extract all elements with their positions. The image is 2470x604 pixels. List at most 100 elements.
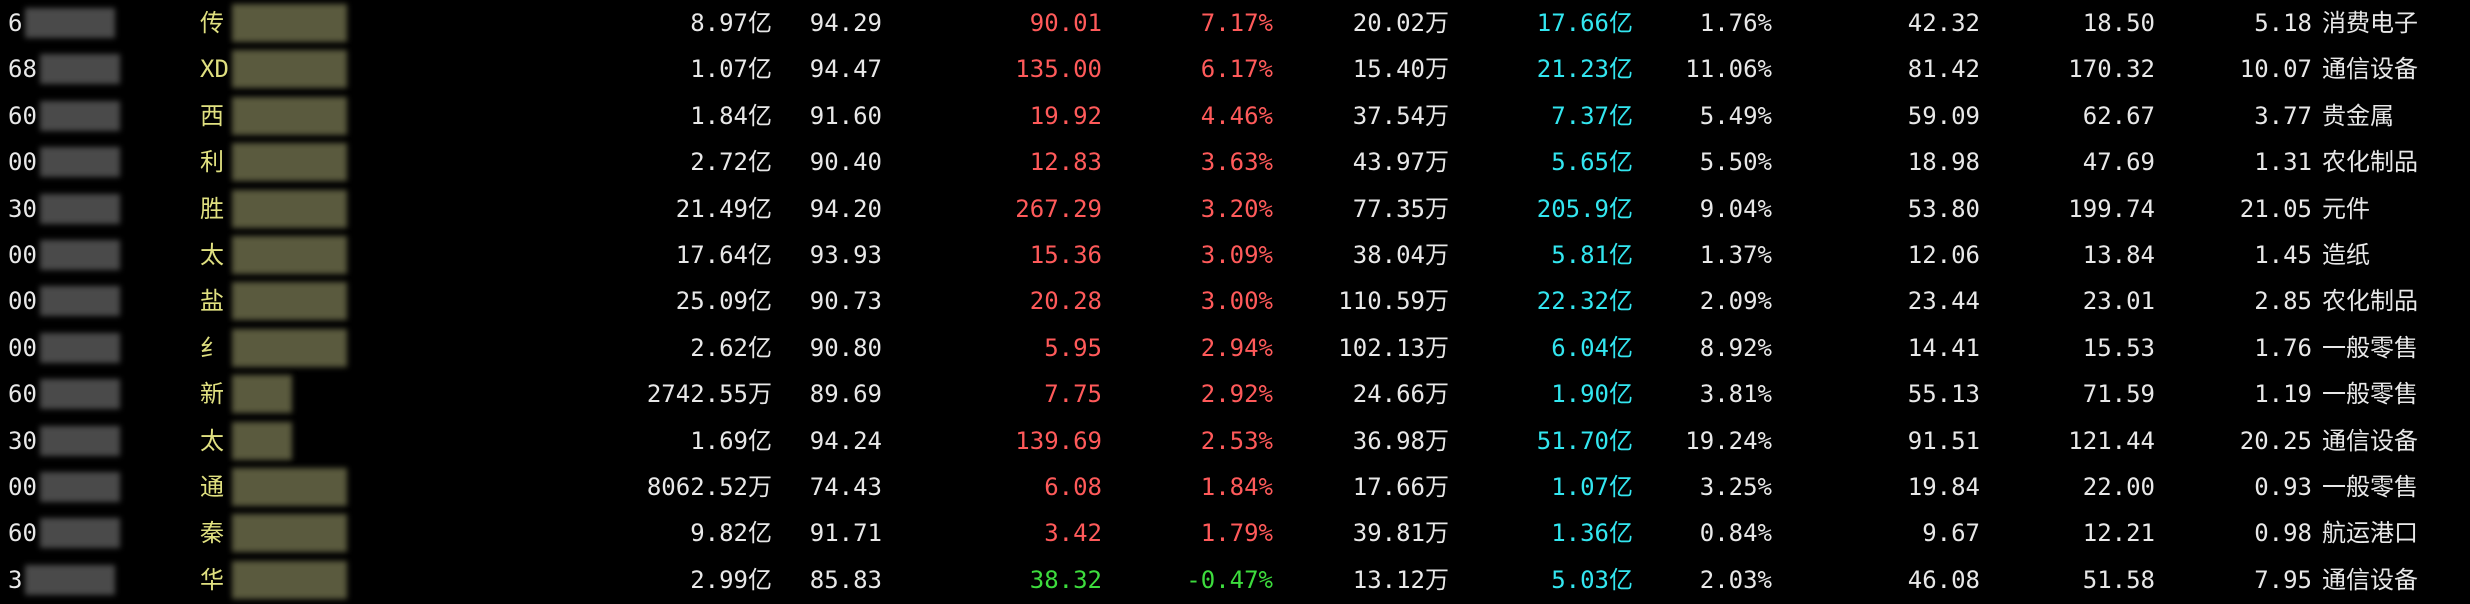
cell: 2.99亿 [690, 565, 772, 594]
cell: 20.25 [2239, 426, 2312, 455]
cell: 21.05 [2239, 194, 2312, 223]
cell: 7.17% [1200, 9, 1273, 37]
cell: 3 [8, 565, 23, 594]
cell: 19.84 [1907, 473, 1980, 501]
cell: 5.81亿 [1551, 241, 1633, 269]
code-mask [40, 240, 120, 270]
cell: 2.09% [1699, 287, 1772, 316]
cell: 1.07亿 [690, 55, 772, 84]
cell: 43.97万 [1352, 148, 1449, 177]
cell: 7.75 [1044, 380, 1102, 409]
cell: 19.92 [1029, 101, 1102, 130]
cell: 0.98 [2254, 519, 2312, 548]
cell: 6.04亿 [1551, 333, 1633, 362]
code-mask [40, 286, 120, 317]
name-mask [232, 236, 347, 274]
cell: -0.47% [1186, 565, 1273, 594]
cell: 利 [200, 148, 224, 177]
cell: 8062.52万 [646, 473, 772, 501]
cell: 23.01 [2082, 287, 2155, 316]
name-mask [232, 50, 347, 89]
cell: 新 [200, 380, 224, 409]
cell: 1.19 [2254, 380, 2312, 409]
cell: 盐 [200, 287, 224, 316]
cell: 2.62亿 [690, 333, 772, 362]
cell: 2.03% [1699, 565, 1772, 594]
cell: 22.00 [2082, 473, 2155, 501]
cell: 1.79% [1200, 519, 1273, 548]
cell: 1.31 [2254, 148, 2312, 177]
code-mask [40, 379, 120, 410]
cell: 造纸 [2322, 241, 2370, 269]
cell: 5.49% [1699, 101, 1772, 130]
cell: 94.47 [809, 55, 882, 84]
cell: 42.32 [1907, 9, 1980, 37]
cell: 元件 [2322, 194, 2370, 223]
cell: 传 [200, 9, 224, 37]
cell: 30 [8, 426, 37, 455]
cell: 通信设备 [2322, 426, 2418, 455]
cell: 1.69亿 [690, 426, 772, 455]
cell: 62.67 [2082, 101, 2155, 130]
cell: 25.09亿 [675, 287, 772, 316]
cell: 19.24% [1685, 426, 1772, 455]
cell: 3.09% [1200, 241, 1273, 269]
cell: 航运港口 [2322, 519, 2418, 548]
cell: 9.67 [1922, 519, 1980, 548]
name-mask [232, 189, 347, 228]
code-mask [40, 100, 120, 131]
cell: 11.06% [1685, 55, 1772, 84]
cell: 3.25% [1699, 473, 1772, 501]
cell: 36.98万 [1352, 426, 1449, 455]
code-mask [40, 425, 120, 456]
name-mask [232, 560, 347, 599]
code-mask [40, 518, 120, 549]
cell: 3.20% [1200, 194, 1273, 223]
cell: 太 [200, 241, 224, 269]
cell: 15.40万 [1352, 55, 1449, 84]
cell: 267.29 [1015, 194, 1102, 223]
cell: 5.18 [2254, 9, 2312, 37]
cell: 17.66亿 [1536, 9, 1633, 37]
cell: 38.32 [1029, 565, 1102, 594]
cell: 通信设备 [2322, 55, 2418, 84]
cell: 秦 [200, 519, 224, 548]
cell: 39.81万 [1352, 519, 1449, 548]
cell: 2742.55万 [646, 380, 772, 409]
cell: 5.95 [1044, 333, 1102, 362]
cell: 1.84% [1200, 473, 1273, 501]
cell: 59.09 [1907, 101, 1980, 130]
cell: 94.24 [809, 426, 882, 455]
cell: 6.08 [1044, 473, 1102, 501]
cell: 17.64亿 [675, 241, 772, 269]
cell: 13.84 [2082, 241, 2155, 269]
cell: 1.90亿 [1551, 380, 1633, 409]
cell: 205.9亿 [1536, 194, 1633, 223]
cell: 22.32亿 [1536, 287, 1633, 316]
cell: 53.80 [1907, 194, 1980, 223]
cell: 13.12万 [1352, 565, 1449, 594]
cell: 3.81% [1699, 380, 1772, 409]
cell: 93.93 [809, 241, 882, 269]
cell: 太 [200, 426, 224, 455]
name-mask [232, 96, 347, 135]
cell: 3.42 [1044, 519, 1102, 548]
cell: 15.36 [1029, 241, 1102, 269]
cell: 15.53 [2082, 333, 2155, 362]
cell: 6 [8, 9, 23, 37]
cell: 4.46% [1200, 101, 1273, 130]
cell: 91.60 [809, 101, 882, 130]
cell: 139.69 [1015, 426, 1102, 455]
cell: 农化制品 [2322, 287, 2418, 316]
cell: 121.44 [2068, 426, 2155, 455]
cell: 2.72亿 [690, 148, 772, 177]
code-mask [40, 193, 120, 224]
cell: 通 [200, 473, 224, 501]
cell: 81.42 [1907, 55, 1980, 84]
cell: 0.84% [1699, 519, 1772, 548]
cell: 90.40 [809, 148, 882, 177]
cell: 3.63% [1200, 148, 1273, 177]
cell: 10.07 [2239, 55, 2312, 84]
cell: 1.76% [1699, 9, 1772, 37]
